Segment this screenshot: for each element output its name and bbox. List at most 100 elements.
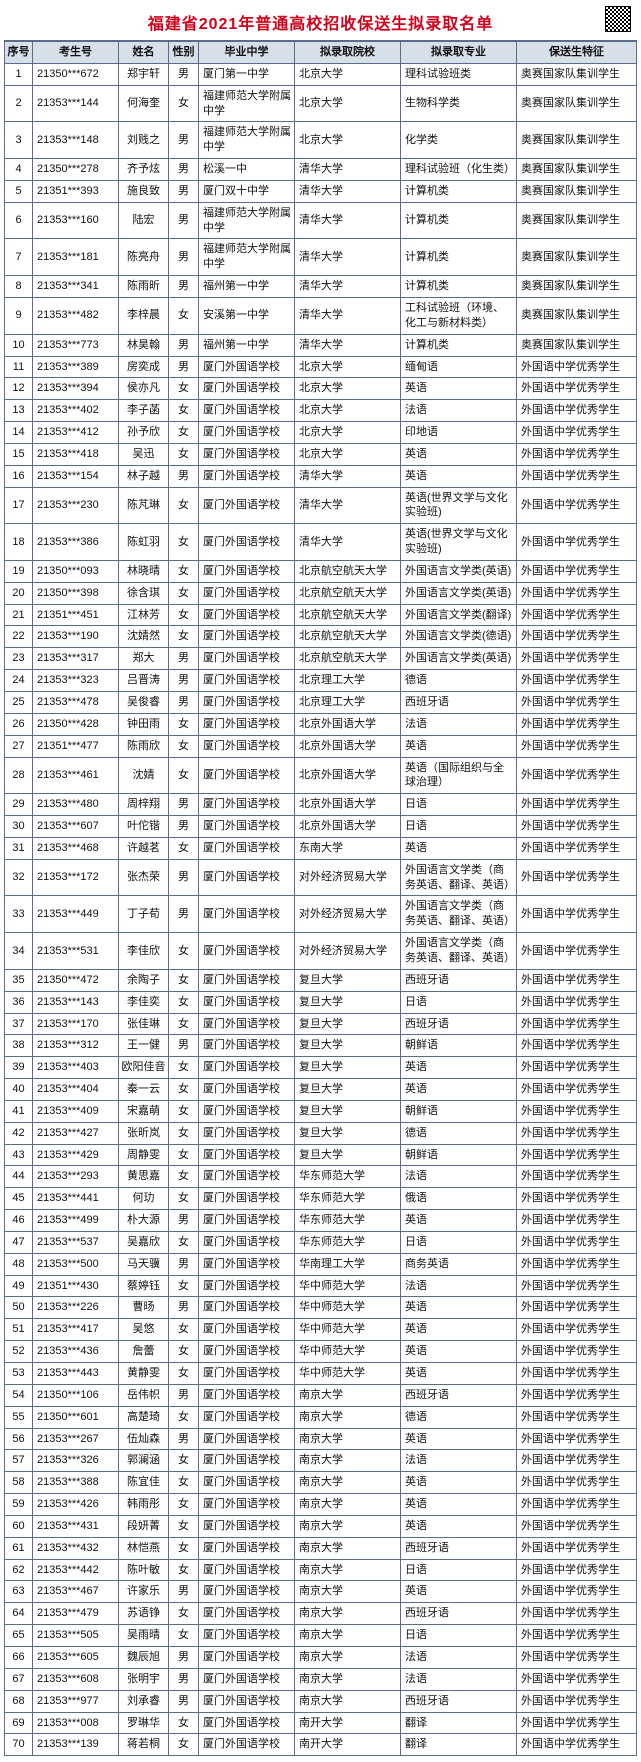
cell: 46 [5,1210,33,1232]
cell: 法语 [401,1166,517,1188]
cell: 北京外国语大学 [295,816,401,838]
cell: 31 [5,837,33,859]
table-row: 2021350***398徐含琪女厦门外国语学校北京航空航天大学外国语言文学类(… [5,582,637,604]
qr-code-icon [605,6,631,32]
cell: 女 [169,1166,199,1188]
cell: 厦门外国语学校 [199,1341,295,1363]
cell: 21353***461 [33,757,119,794]
cell: 外国语中学优秀学生 [517,1581,637,1603]
cell: 清华大学 [295,334,401,356]
cell: 奥赛国家队集训学生 [517,297,637,334]
cell: 福建师范大学附属中学 [199,239,295,276]
cell: 外国语中学优秀学生 [517,757,637,794]
cell: 周梓翔 [119,794,169,816]
cell: 女 [169,735,199,757]
cell: 商务英语 [401,1253,517,1275]
cell: 女 [169,1275,199,1297]
cell: 北京航空航天大学 [295,582,401,604]
table-row: 5921353***426韩雨彤女厦门外国语学校南京大学英语外国语中学优秀学生 [5,1494,637,1516]
cell: 英语 [401,1297,517,1319]
cell: 21353***426 [33,1494,119,1516]
cell: 日语 [401,1559,517,1581]
table-row: 5421350***106岳伟帜男厦门外国语学校南京大学西班牙语外国语中学优秀学… [5,1384,637,1406]
cell: 21353***293 [33,1166,119,1188]
cell: 厦门外国语学校 [199,1275,295,1297]
cell: 吴迅 [119,443,169,465]
cell: 外国语中学优秀学生 [517,837,637,859]
table-row: 1821353***386陈虹羽女厦门外国语学校清华大学英语(世界文学与文化实验… [5,524,637,561]
table-row: 221353***144何海奎女福建师范大学附属中学北京大学生物科学类奥赛国家队… [5,85,637,122]
cell: 男 [169,896,199,933]
cell: 北京大学 [295,356,401,378]
cell: 21353***478 [33,692,119,714]
cell: 陈亮舟 [119,239,169,276]
cell: 女 [169,378,199,400]
cell: 21 [5,604,33,626]
cell: 厦门外国语学校 [199,1690,295,1712]
cell: 男 [169,202,199,239]
cell: 陈虹羽 [119,524,169,561]
cell: 21350***601 [33,1406,119,1428]
cell: 华中师范大学 [295,1275,401,1297]
cell: 21353***442 [33,1559,119,1581]
table-row: 2521353***478吴俊睿男厦门外国语学校北京理工大学西班牙语外国语中学优… [5,692,637,714]
cell: 韩雨彤 [119,1494,169,1516]
cell: 女 [169,713,199,735]
cell: 21353***449 [33,896,119,933]
cell: 奥赛国家队集训学生 [517,334,637,356]
cell: 10 [5,334,33,356]
cell: 西班牙语 [401,1537,517,1559]
cell: 陈叶敏 [119,1559,169,1581]
cell: 厦门外国语学校 [199,1428,295,1450]
cell: 38 [5,1035,33,1057]
cell: 南京大学 [295,1559,401,1581]
cell: 英语 [401,465,517,487]
cell: 21353***341 [33,276,119,298]
cell: 女 [169,400,199,422]
cell: 21353***230 [33,487,119,524]
table-row: 2721351***477陈雨欣女厦门外国语学校北京外国语大学英语外国语中学优秀… [5,735,637,757]
cell: 李佳奕 [119,991,169,1013]
cell: 华中师范大学 [295,1297,401,1319]
cell: 华东师范大学 [295,1166,401,1188]
cell: 北京航空航天大学 [295,626,401,648]
cell: 林昊翰 [119,334,169,356]
cell: 外国语中学优秀学生 [517,1253,637,1275]
cell: 奥赛国家队集训学生 [517,159,637,181]
cell: 厦门外国语学校 [199,991,295,1013]
cell: 厦门外国语学校 [199,648,295,670]
cell: 英语 [401,735,517,757]
cell: 德语 [401,670,517,692]
cell: 女 [169,1122,199,1144]
cell: 21353***143 [33,991,119,1013]
cell: 男 [169,1646,199,1668]
cell: 奥赛国家队集训学生 [517,276,637,298]
cell: 21353***431 [33,1515,119,1537]
cell: 21353***394 [33,378,119,400]
cell: 江林芳 [119,604,169,626]
cell: 外国语中学优秀学生 [517,1057,637,1079]
table-row: 4621353***499朴大源男厦门外国语学校华东师范大学英语外国语中学优秀学… [5,1210,637,1232]
cell: 21353***388 [33,1472,119,1494]
cell: 李梓晨 [119,297,169,334]
cell: 日语 [401,1231,517,1253]
cell: 北京大学 [295,85,401,122]
cell: 厦门外国语学校 [199,1712,295,1734]
table-row: 6321353***467许家乐男厦门外国语学校南京大学英语外国语中学优秀学生 [5,1581,637,1603]
cell: 54 [5,1384,33,1406]
cell: 外国语言文学类(英语) [401,560,517,582]
cell: 张明宇 [119,1668,169,1690]
cell: 21353***505 [33,1625,119,1647]
cell: 翻译 [401,1712,517,1734]
cell: 外国语中学优秀学生 [517,969,637,991]
cell: 21353***181 [33,239,119,276]
cell: 厦门外国语学校 [199,969,295,991]
cell: 清华大学 [295,202,401,239]
cell: 朴大源 [119,1210,169,1232]
cell: 厦门外国语学校 [199,560,295,582]
cell: 男 [169,1581,199,1603]
cell: 9 [5,297,33,334]
cell: 英语(世界文学与文化实验班) [401,524,517,561]
cell: 21353***418 [33,443,119,465]
cell: 女 [169,487,199,524]
